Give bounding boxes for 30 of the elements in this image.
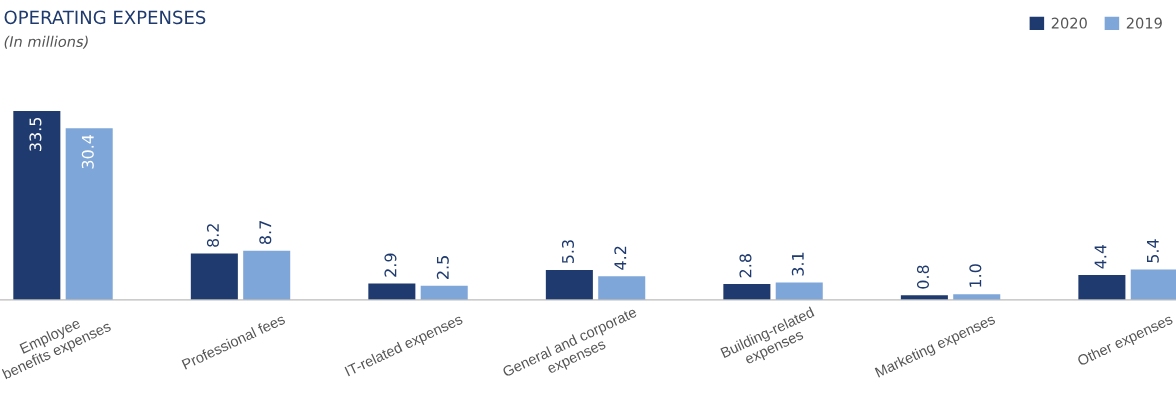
data-label: 1.0 <box>969 264 982 287</box>
data-label: 3.1 <box>791 252 804 276</box>
legend-label: 2020 <box>1051 17 1087 29</box>
data-label: 2.9 <box>384 253 397 277</box>
bar <box>243 250 291 300</box>
chart-title: OPERATING EXPENSES <box>4 10 206 25</box>
data-label: 0.8 <box>916 265 930 289</box>
data-label: 5.4 <box>1147 239 1159 263</box>
bar <box>723 284 771 300</box>
legend-label: 2019 <box>1126 17 1162 29</box>
data-label: 2.8 <box>739 254 752 278</box>
bar <box>598 276 646 300</box>
bar <box>775 282 823 300</box>
bar <box>13 110 61 300</box>
data-label: 2.5 <box>436 256 449 279</box>
data-label: 8.7 <box>259 221 272 245</box>
bar <box>1130 269 1176 300</box>
data-label: 4.4 <box>1094 244 1107 269</box>
bar <box>420 285 468 300</box>
bar <box>65 128 113 300</box>
data-label: 33.5 <box>29 117 42 151</box>
bar <box>368 283 416 300</box>
bar <box>1078 275 1126 300</box>
data-label: 30.4 <box>81 134 94 169</box>
bar <box>545 269 593 300</box>
bar <box>190 253 238 300</box>
data-label: 4.2 <box>614 246 627 270</box>
chart-subtitle: (In millions) <box>4 35 88 49</box>
data-label: 5.3 <box>561 240 574 264</box>
data-label: 8.2 <box>206 224 219 247</box>
